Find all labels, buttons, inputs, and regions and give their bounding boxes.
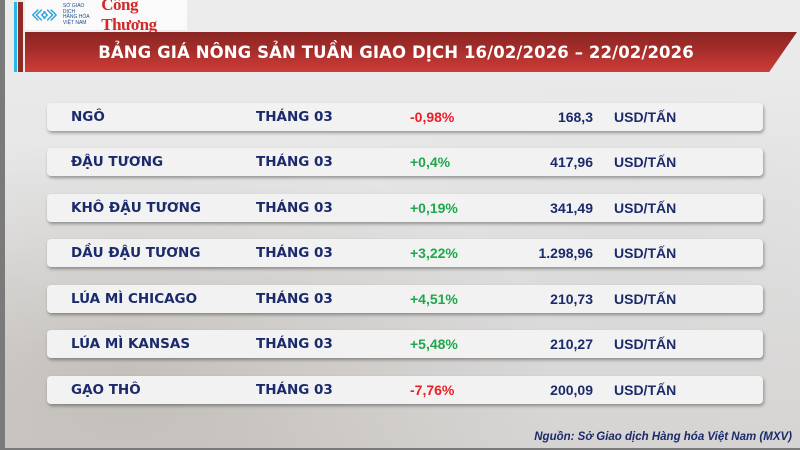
commodity-name: KHÔ ĐẬU TƯƠNG [71, 200, 202, 216]
table-row: ĐẬU TƯƠNG THÁNG 03 +0,4% 417,96 USD/TẤN [47, 148, 763, 176]
price-unit: USD/TẤN [614, 382, 677, 398]
logo-panel: SỞ GIAO DỊCH HÀNG HÓA VIỆT NAM Công Thươ… [25, 0, 187, 34]
commodity-name: DẦU ĐẬU TƯƠNG [71, 245, 201, 261]
commodity-name: NGÔ [71, 109, 105, 125]
weekly-change: -0,98% [410, 109, 455, 125]
table-row: KHÔ ĐẬU TƯƠNG THÁNG 03 +0,19% 341,49 USD… [47, 194, 763, 222]
contract-month: THÁNG 03 [256, 336, 333, 352]
commodity-name: GẠO THÔ [71, 382, 141, 398]
logo-line-3: VIỆT NAM [62, 19, 87, 26]
weekly-change: +5,48% [410, 336, 458, 352]
price-value: 341,49 [550, 200, 593, 216]
table-row: LÚA MÌ CHICAGO THÁNG 03 +4,51% 210,73 US… [47, 285, 763, 313]
table-row: LÚA MÌ KANSAS THÁNG 03 +5,48% 210,27 USD… [47, 330, 763, 358]
table-row: GẠO THÔ THÁNG 03 -7,76% 200,09 USD/TẤN [47, 376, 763, 404]
contract-month: THÁNG 03 [256, 291, 333, 307]
title-banner: BẢNG GIÁ NÔNG SẢN TUẦN GIAO DỊCH 16/02/2… [25, 32, 797, 72]
logo-line-2: HÀNG HÓA [62, 14, 90, 20]
contract-month: THÁNG 03 [256, 154, 333, 170]
exchange-logo-text: SỞ GIAO DỊCH HÀNG HÓA VIỆT NAM [62, 3, 95, 26]
price-unit: USD/TẤN [614, 200, 677, 216]
table-row: DẦU ĐẬU TƯƠNG THÁNG 03 +3,22% 1.298,96 U… [47, 239, 763, 267]
commodity-name: ĐẬU TƯƠNG [71, 154, 164, 170]
publication-logo: Công Thương [101, 0, 157, 34]
logo-line-1: SỞ GIAO DỊCH [62, 3, 85, 15]
price-value: 1.298,96 [538, 245, 594, 261]
contract-month: THÁNG 03 [256, 245, 333, 261]
price-value: 200,09 [550, 382, 593, 398]
price-value: 168,3 [557, 109, 593, 125]
infographic-canvas: SỞ GIAO DỊCH HÀNG HÓA VIỆT NAM Công Thươ… [5, 0, 800, 448]
price-value: 210,27 [550, 336, 593, 352]
commodity-name: LÚA MÌ CHICAGO [71, 291, 198, 307]
contract-month: THÁNG 03 [256, 382, 333, 398]
page-title: BẢNG GIÁ NÔNG SẢN TUẦN GIAO DỊCH 16/02/2… [98, 42, 694, 62]
table-row: NGÔ THÁNG 03 -0,98% 168,3 USD/TẤN [47, 103, 763, 131]
weekly-change: +0,4% [410, 154, 451, 170]
exchange-logo-icon [31, 9, 58, 21]
price-value: 210,73 [550, 291, 593, 307]
price-value: 417,96 [550, 154, 593, 170]
weekly-change: -7,76% [410, 382, 455, 398]
commodity-name: LÚA MÌ KANSAS [71, 336, 191, 352]
price-unit: USD/TẤN [614, 291, 677, 307]
source-note: Nguồn: Sở Giao dịch Hàng hóa Việt Nam (M… [534, 431, 792, 443]
price-unit: USD/TẤN [614, 245, 677, 261]
price-unit: USD/TẤN [614, 154, 677, 170]
contract-month: THÁNG 03 [256, 109, 333, 125]
weekly-change: +4,51% [410, 291, 458, 307]
price-unit: USD/TẤN [614, 109, 677, 125]
weekly-change: +0,19% [410, 200, 458, 216]
contract-month: THÁNG 03 [256, 200, 333, 216]
price-unit: USD/TẤN [614, 336, 677, 352]
weekly-change: +3,22% [410, 245, 458, 261]
accent-bar-cyan [14, 2, 17, 72]
accent-bar-red [18, 2, 23, 72]
